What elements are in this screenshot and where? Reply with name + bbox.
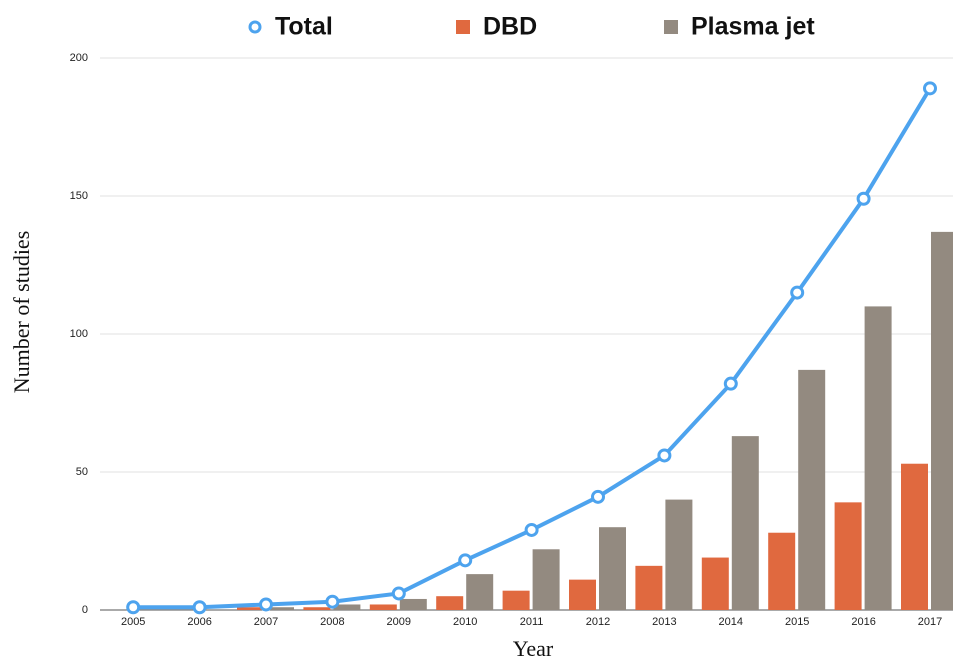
point (923, 81, 937, 96)
bar (931, 231, 953, 610)
bar (532, 549, 560, 610)
bar (267, 607, 294, 610)
point (723, 376, 738, 391)
x-tick-label: 2013 (652, 616, 676, 628)
legend-marker (248, 20, 262, 34)
bar (834, 502, 862, 610)
x-tick-label: 2014 (719, 616, 743, 628)
point (259, 597, 273, 612)
y-tick-label: 150 (70, 190, 88, 202)
x-tick-label: 2016 (851, 616, 875, 628)
bar (399, 598, 427, 610)
y-tick-label: 100 (70, 328, 88, 340)
bar (768, 532, 796, 610)
point (391, 586, 406, 601)
y-tick-label: 50 (76, 466, 88, 478)
bar (701, 557, 729, 610)
x-tick-label: 2005 (121, 616, 145, 628)
bar (466, 574, 494, 610)
x-tick-label: 2011 (520, 616, 544, 628)
y-axis-label: Number of studies (9, 231, 34, 394)
x-tick-label: 2007 (254, 616, 278, 628)
legend-marker (456, 20, 470, 34)
legend-label: Total (275, 13, 333, 41)
point (458, 553, 473, 568)
bar (731, 436, 759, 610)
point (126, 600, 141, 615)
bar (333, 604, 361, 610)
y-tick-label: 200 (70, 52, 88, 64)
point (524, 522, 539, 537)
point (657, 448, 672, 463)
bar (502, 590, 530, 610)
x-tick-label: 2017 (918, 616, 942, 628)
point (856, 191, 871, 206)
x-tick-label: 2015 (785, 616, 809, 628)
x-tick-label: 2010 (453, 616, 477, 628)
x-tick-label: 2012 (586, 616, 610, 628)
bar (665, 499, 693, 610)
bar (798, 369, 826, 610)
bar (237, 607, 264, 610)
point (591, 489, 605, 504)
x-axis-label: Year (513, 636, 554, 661)
bar (635, 565, 663, 610)
bar (864, 306, 892, 610)
legend-label: DBD (483, 13, 537, 41)
bar (369, 604, 397, 610)
point (192, 600, 207, 615)
y-tick-label: 0 (82, 604, 88, 616)
x-tick-label: 2008 (320, 616, 344, 628)
bar (599, 527, 626, 610)
point (790, 285, 805, 300)
legend-marker (664, 20, 678, 34)
bar (901, 463, 928, 610)
bar (569, 579, 596, 610)
bar (436, 596, 464, 610)
legend-label: Plasma jet (691, 13, 815, 41)
x-tick-label: 2006 (187, 616, 211, 628)
bar (303, 607, 331, 610)
x-tick-label: 2009 (387, 616, 411, 628)
point (325, 594, 340, 609)
